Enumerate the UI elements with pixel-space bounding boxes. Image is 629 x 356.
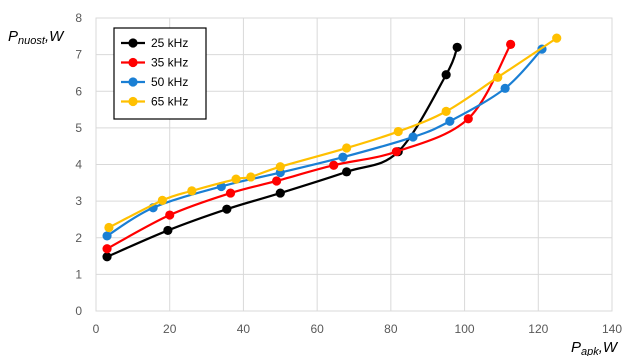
data-point [275, 162, 285, 172]
data-point [408, 132, 418, 142]
data-point [157, 195, 167, 205]
x-tick-label: 0 [93, 322, 100, 336]
legend-swatch-marker [128, 57, 138, 68]
y-tick-label: 0 [75, 304, 82, 318]
y-axis-ticks: 0 1 2 3 4 5 6 7 8 [75, 11, 82, 318]
data-point [445, 116, 455, 126]
legend-label: 35 kHz [151, 56, 188, 70]
y-tick-label: 8 [75, 11, 82, 25]
y-tick-label: 5 [75, 121, 82, 135]
data-point [187, 186, 197, 196]
data-point [275, 188, 285, 198]
data-point [329, 160, 339, 170]
x-axis-title: Papk,W [571, 339, 619, 356]
x-tick-label: 60 [310, 322, 324, 336]
data-point [222, 204, 232, 214]
y-tick-label: 4 [75, 158, 82, 172]
data-point [338, 152, 348, 162]
legend-label: 65 kHz [151, 95, 188, 109]
legend-swatch-marker [128, 77, 138, 87]
x-tick-label: 100 [455, 322, 475, 336]
plot-area [95, 17, 613, 312]
legend-label: 25 kHz [151, 36, 188, 50]
legend-entry: 25 kHz [121, 36, 188, 50]
data-point [163, 225, 173, 236]
legend-entry: 65 kHz [121, 95, 188, 109]
data-point [104, 222, 114, 233]
legend-entry: 50 kHz [121, 75, 188, 89]
data-point [393, 126, 403, 137]
x-tick-label: 80 [384, 322, 398, 336]
x-tick-label: 40 [237, 322, 251, 336]
series-35-khz [102, 39, 516, 254]
series-65-khz [104, 33, 562, 233]
legend-entry: 35 kHz [121, 56, 188, 70]
x-tick-label: 120 [528, 322, 548, 336]
legend-swatch-marker [128, 96, 138, 107]
data-point [272, 176, 282, 186]
series-50-khz [102, 44, 547, 241]
x-tick-label: 140 [602, 322, 622, 336]
data-point [102, 252, 112, 262]
y-tick-label: 7 [75, 48, 82, 62]
data-point [102, 231, 112, 241]
legend-label: 50 kHz [151, 75, 188, 89]
data-point [441, 70, 451, 80]
series-layer [102, 33, 562, 262]
y-tick-label: 1 [75, 267, 82, 281]
data-point [231, 174, 241, 184]
x-axis-ticks: 0 20 40 60 80 100 120 140 [93, 322, 623, 336]
y-tick-label: 2 [75, 231, 82, 245]
data-point [165, 210, 175, 220]
data-point [552, 33, 562, 43]
data-point [506, 39, 516, 49]
data-point [225, 188, 236, 198]
data-point [246, 172, 256, 182]
data-point [391, 147, 401, 157]
y-tick-label: 3 [75, 194, 82, 208]
y-axis-title: Pnuost,W [8, 28, 65, 47]
legend-swatch-marker [128, 38, 138, 48]
data-point [493, 72, 503, 82]
x-tick-label: 20 [163, 322, 177, 336]
data-point [500, 83, 510, 93]
data-point [452, 42, 462, 52]
data-point [342, 143, 352, 153]
data-point [441, 106, 451, 116]
data-point [463, 114, 473, 124]
y-tick-label: 6 [75, 84, 82, 98]
data-point [102, 244, 112, 254]
legend: 25 kHz 35 kHz 50 kHz 65 kHz [113, 27, 207, 120]
data-point [342, 167, 352, 177]
